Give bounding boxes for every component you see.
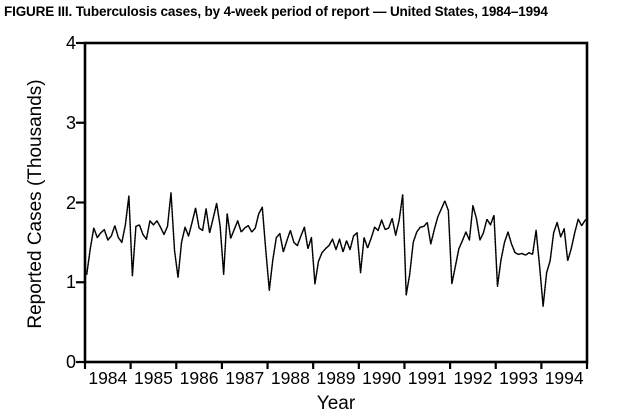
x-tick-label: 1990 <box>362 368 402 388</box>
y-tick-label: 4 <box>65 33 76 53</box>
figure-title: FIGURE III. Tuberculosis cases, by 4-wee… <box>4 4 548 19</box>
x-tick-label: 1988 <box>270 368 310 388</box>
x-tick-label: 1987 <box>225 368 265 388</box>
x-tick-label: 1994 <box>544 368 584 388</box>
plot-frame <box>83 41 589 364</box>
x-tick-label: 1989 <box>316 368 356 388</box>
x-tick-label: 1992 <box>453 368 493 388</box>
x-tick-label: 1993 <box>499 368 538 388</box>
y-axis-title: Reported Cases (Thousands) <box>25 79 46 329</box>
x-tick-label: 1985 <box>133 368 173 388</box>
axis-ticks <box>76 41 589 369</box>
x-axis-title: Year <box>316 393 356 414</box>
y-tick-label: 3 <box>65 112 76 133</box>
x-tick-label: 1986 <box>179 368 219 388</box>
y-tick-label: 1 <box>65 272 76 293</box>
y-tick-label: 2 <box>65 192 76 213</box>
x-tick-label: 1984 <box>88 368 128 388</box>
data-line <box>86 192 586 307</box>
x-tick-label: 1991 <box>407 368 447 388</box>
y-tick-label: 0 <box>65 352 76 372</box>
